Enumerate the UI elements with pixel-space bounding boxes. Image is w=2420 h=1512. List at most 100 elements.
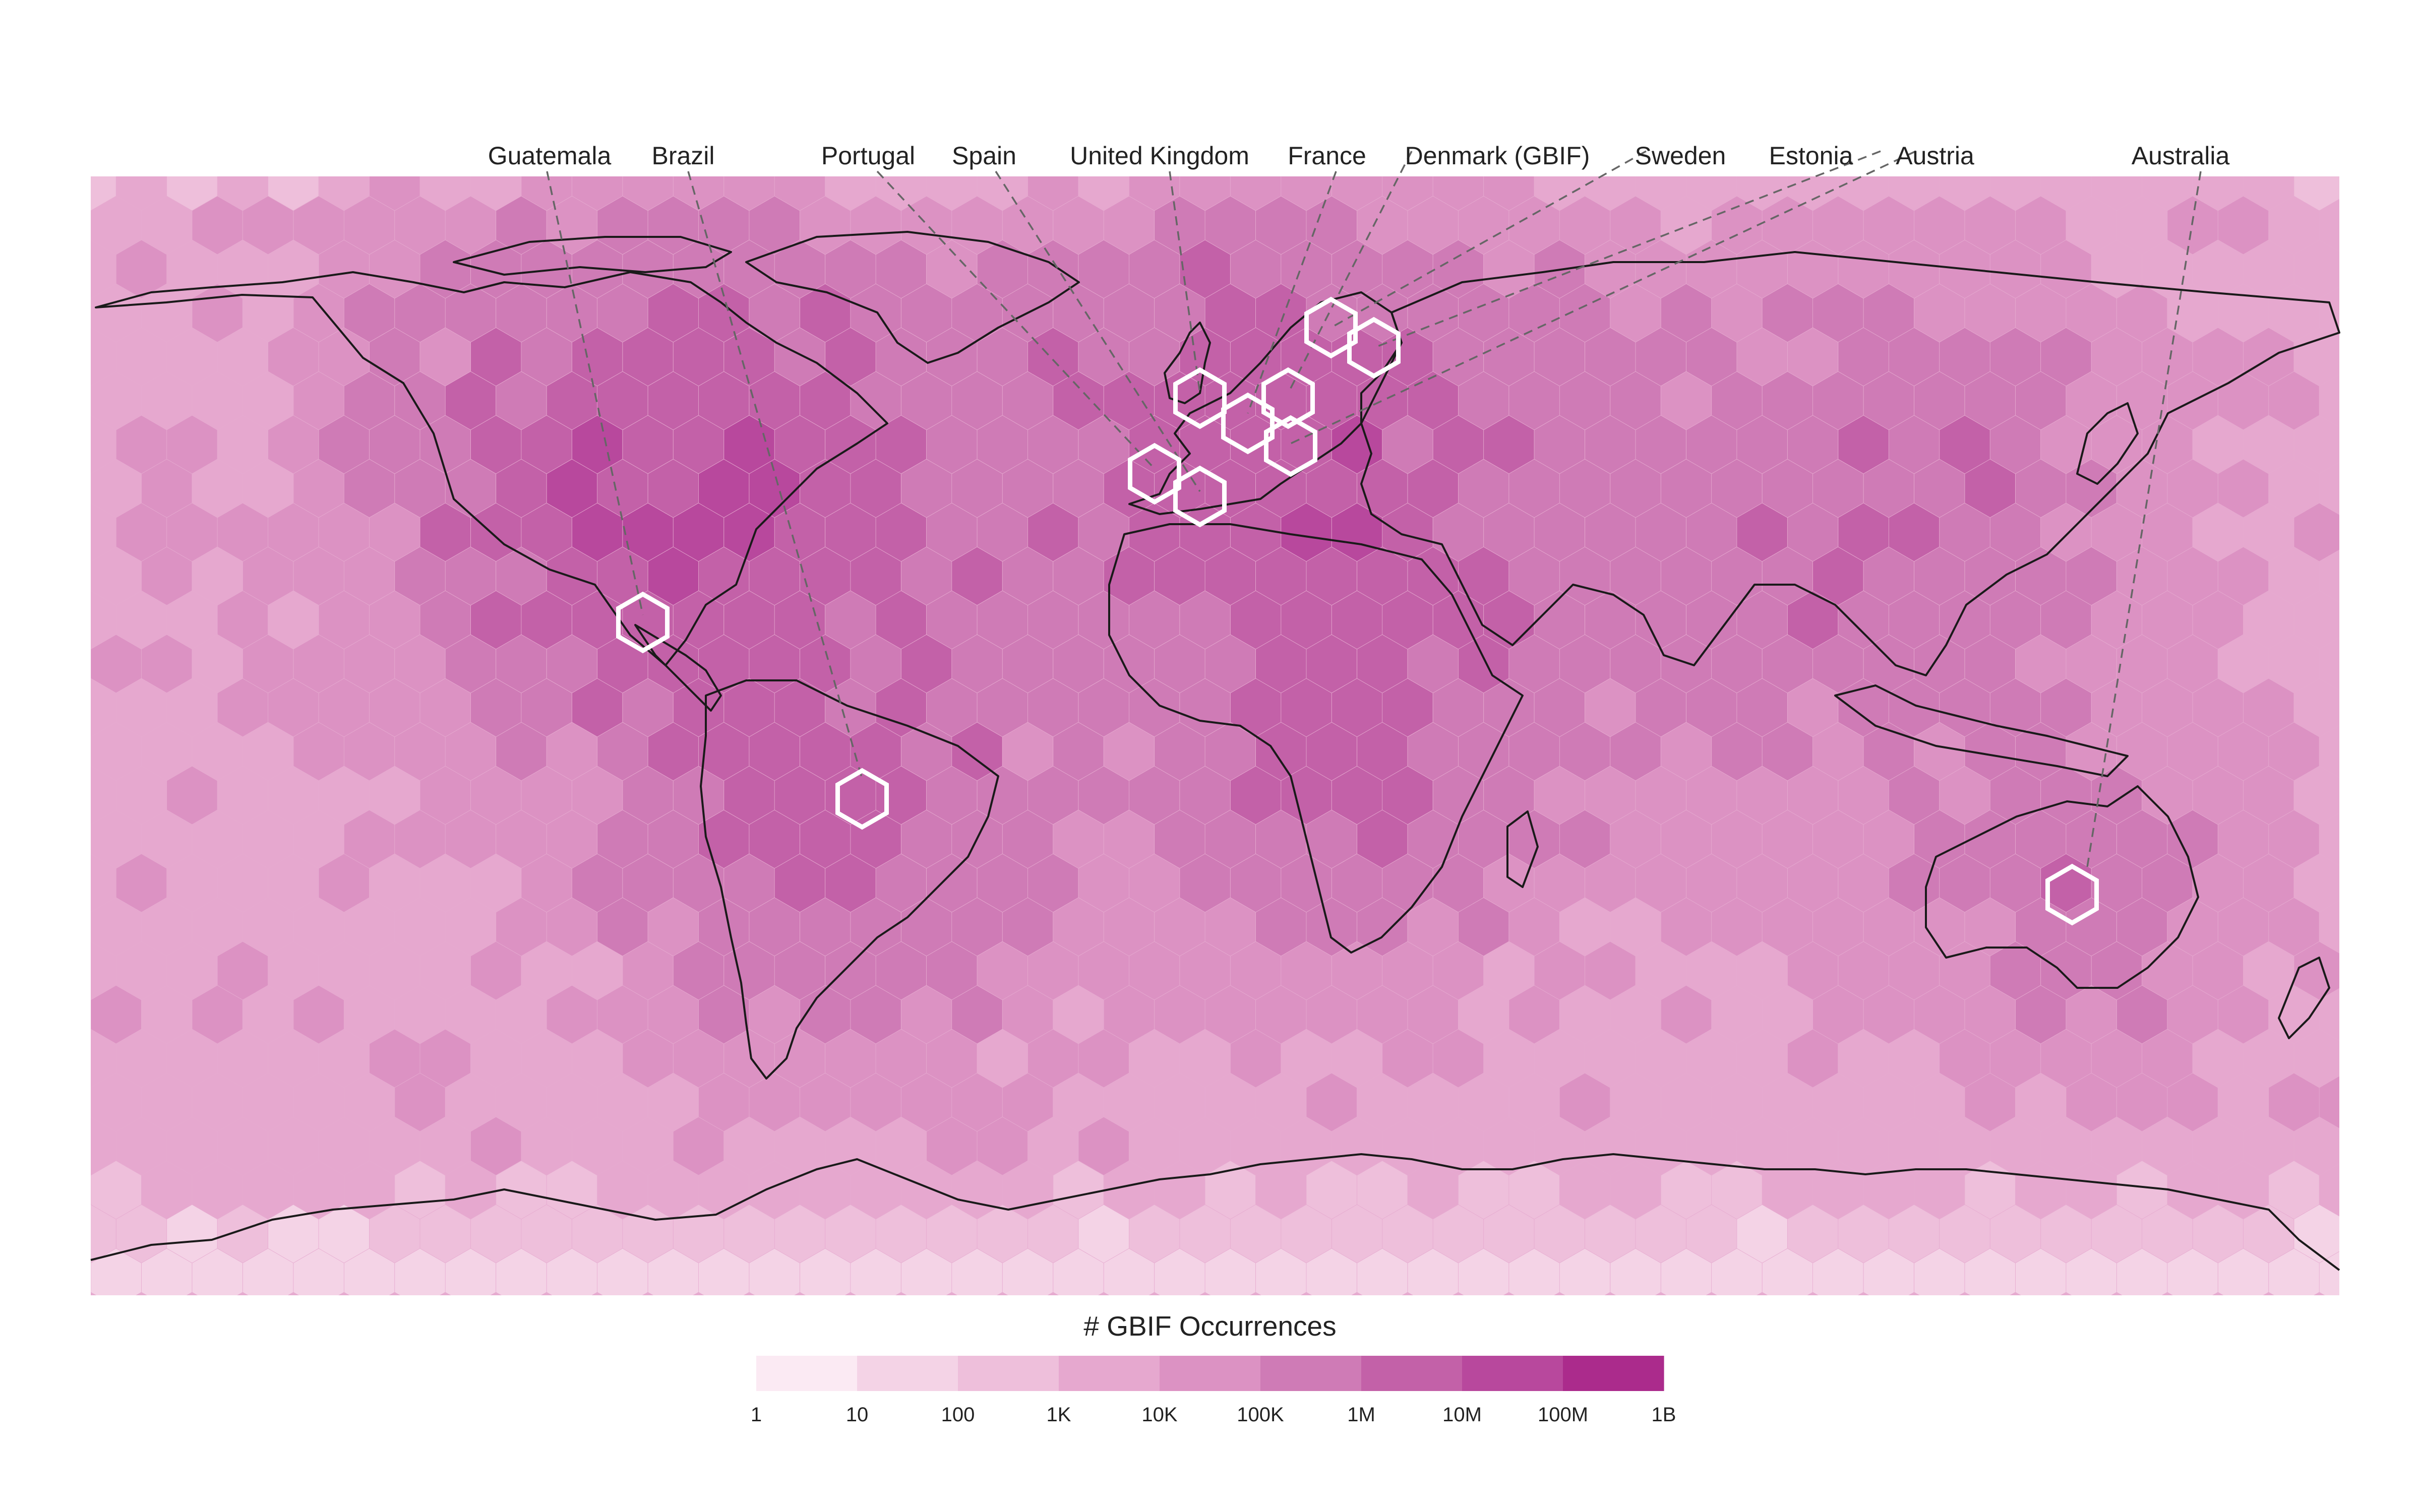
hex-cell — [1433, 1117, 1484, 1175]
hex-cell — [1990, 328, 2041, 386]
hex-cell — [1585, 415, 1636, 474]
hex-cell — [1281, 176, 1332, 211]
hex-cell — [1458, 1248, 1509, 1295]
hex-cell — [395, 1073, 445, 1131]
hex-cell — [1534, 941, 1585, 1000]
hex-cell — [1559, 459, 1610, 518]
hex-cell — [1078, 941, 1129, 1000]
hex-cell — [749, 547, 800, 605]
hex-cell — [2193, 941, 2244, 1000]
hex-cell — [192, 1248, 243, 1295]
hex-cell — [243, 635, 293, 693]
highlight-hex-denmark — [1261, 367, 1315, 429]
hex-cell — [1104, 898, 1155, 956]
hex-cell — [623, 176, 673, 211]
hex-cell — [1990, 1117, 2041, 1175]
hex-cell — [1205, 985, 1256, 1044]
hex-cell — [1053, 1248, 1104, 1295]
hex-cell — [2294, 854, 2339, 912]
hex-cell — [395, 810, 445, 868]
hex-cell — [2269, 898, 2319, 956]
label-spain: Spain — [952, 142, 1016, 170]
hex-cell — [91, 547, 141, 605]
hex-cell — [1382, 1205, 1433, 1263]
hex-cell — [116, 503, 167, 561]
hex-cell — [1484, 854, 1534, 912]
hex-cell — [293, 547, 344, 605]
legend-swatch — [1462, 1356, 1563, 1391]
hex-cell — [167, 1117, 217, 1175]
hex-cell — [268, 503, 319, 561]
hex-cell — [825, 941, 876, 1000]
hex-cell — [268, 941, 319, 1000]
hex-cell — [2193, 678, 2244, 737]
hex-cell — [116, 854, 167, 912]
hex-cell — [1053, 196, 1104, 255]
hex-cell — [774, 766, 825, 825]
hex-cell — [1940, 503, 1990, 561]
legend-swatch — [1563, 1356, 1664, 1391]
hex-cell — [1762, 459, 1813, 518]
hex-cell — [952, 635, 1002, 693]
madagascar-coastline — [1506, 810, 1539, 888]
hex-cell — [673, 328, 724, 386]
hex-cell — [1610, 1073, 1661, 1131]
hex-cell — [901, 1073, 952, 1131]
hex-cell — [774, 1205, 825, 1263]
hex-cell — [1180, 591, 1230, 649]
hex-cell — [724, 854, 774, 912]
hex-cell — [1712, 898, 1762, 956]
hex-cell — [1889, 1029, 1940, 1088]
hex-cell — [2218, 898, 2269, 956]
hex-cell — [1382, 766, 1433, 825]
hex-cell — [1990, 503, 2041, 561]
highlight-hexes — [616, 296, 2099, 926]
hex-cell — [1813, 722, 1863, 781]
hex-cell — [1940, 328, 1990, 386]
hex-cell — [851, 985, 901, 1044]
hex-cell — [344, 635, 395, 693]
hex-cell — [952, 985, 1002, 1044]
hex-cell — [1863, 985, 1914, 1044]
hex-cell — [1889, 591, 1940, 649]
hex-cell — [1965, 635, 2015, 693]
hex-cell — [319, 1205, 370, 1263]
hex-cell — [1712, 810, 1762, 868]
hex-cell — [319, 240, 370, 298]
hex-cell — [1990, 941, 2041, 1000]
hex-cell — [1408, 985, 1458, 1044]
hex-cell — [2041, 941, 2091, 1000]
hex-cell — [1256, 1161, 1306, 1219]
hex-cell — [2218, 1161, 2269, 1219]
hex-cell — [192, 371, 243, 430]
hex-cell — [2015, 810, 2066, 868]
hex-cell — [597, 810, 648, 868]
hex-cell — [370, 240, 420, 298]
hex-cell — [977, 1029, 1028, 1088]
hex-cell — [1686, 1029, 1737, 1088]
hex-cell — [1813, 1161, 1863, 1219]
hex-cell — [1534, 176, 1585, 211]
hex-cell — [1002, 635, 1053, 693]
hex-cell — [1509, 810, 1559, 868]
hex-cell — [2193, 1205, 2244, 1263]
hex-cell — [1256, 196, 1306, 255]
hex-cell — [1002, 371, 1053, 430]
hex-cell — [1712, 196, 1762, 255]
hex-cell — [1990, 1029, 2041, 1088]
hex-cell — [1256, 985, 1306, 1044]
hex-cell — [1205, 1073, 1256, 1131]
hex-cell — [2066, 547, 2116, 605]
hex-cell — [1813, 635, 1863, 693]
hex-cell — [2066, 810, 2116, 868]
hex-cell — [2091, 854, 2142, 912]
hex-cell — [2091, 941, 2142, 1000]
hex-cell — [952, 459, 1002, 518]
hex-cell — [2294, 415, 2339, 474]
hex-cell — [597, 985, 648, 1044]
hex-cell — [1357, 1161, 1408, 1219]
legend-title: # GBIF Occurrences — [1083, 1310, 1336, 1342]
hex-cell — [2116, 898, 2167, 956]
hex-cell — [572, 854, 623, 912]
